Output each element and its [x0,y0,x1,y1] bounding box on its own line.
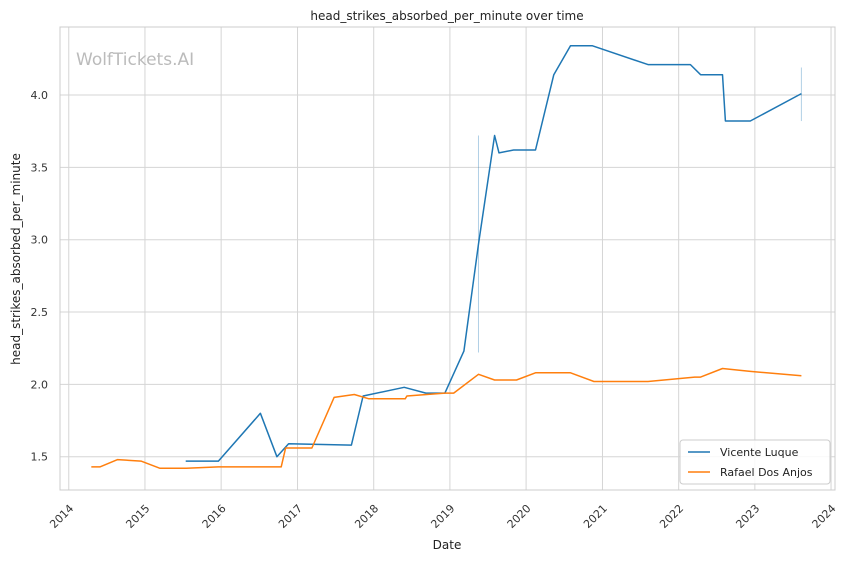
x-tick-label: 2022 [657,502,686,531]
legend-box [679,439,831,485]
chart-title: head_strikes_absorbed_per_minute over ti… [310,9,583,23]
y-tick-label: 4.0 [31,89,49,102]
legend: Vicente Luque Rafael Dos Anjos [679,439,831,485]
grid-lines [60,27,835,490]
x-tick-label: 2016 [200,502,229,531]
y-tick-label: 3.0 [31,234,49,247]
plot-frame [59,26,836,491]
x-tick-label: 2023 [733,502,762,531]
series-line-rafael-dos-anjos [91,367,802,470]
x-axis-title: Date [433,538,462,552]
y-tick-label: 2.5 [31,306,49,319]
x-tick-label: 2014 [47,502,76,531]
x-tick-label: 2024 [810,502,839,531]
x-tick-label: 2017 [276,502,305,531]
x-tick-label: 2021 [581,502,610,531]
y-tick-label: 2.0 [31,378,49,391]
y-tick-label: 1.5 [31,451,49,464]
series-layer [91,45,802,470]
x-tick-label: 2020 [505,502,534,531]
legend-label: Vicente Luque [720,446,799,459]
legend-label: Rafael Dos Anjos [720,466,813,479]
x-tick-label: 2015 [123,502,152,531]
y-axis-title: head_strikes_absorbed_per_minute [9,153,23,365]
x-tick-label: 2019 [428,502,457,531]
watermark-text: WolfTickets.AI [76,50,194,70]
x-tick-label: 2018 [352,502,381,531]
y-tick-label: 3.5 [31,161,49,174]
series-line-vicente-luque [185,45,802,462]
